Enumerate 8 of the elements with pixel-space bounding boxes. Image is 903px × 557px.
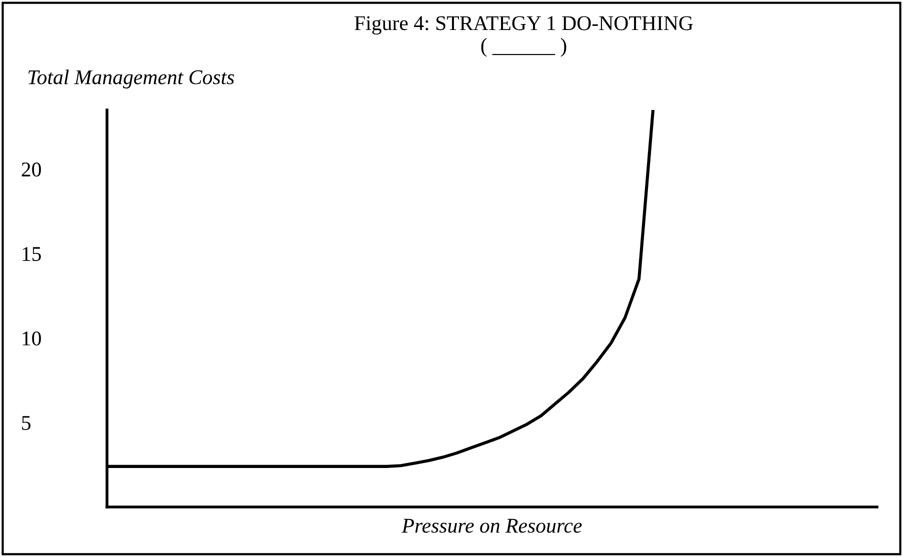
y-tick-label: 15 (22, 247, 41, 262)
chart-subtitle: ( ______ ) (481, 38, 566, 57)
chart-title: Figure 4: STRATEGY 1 DO-NOTHING (354, 16, 693, 35)
y-tick-label: 10 (22, 331, 41, 346)
y-tick-label: 20 (22, 162, 41, 177)
y-tick-label: 5 (22, 416, 30, 430)
x-axis-title: Pressure on Resource (402, 518, 582, 533)
y-axis-title: Total Management Costs (28, 70, 234, 89)
